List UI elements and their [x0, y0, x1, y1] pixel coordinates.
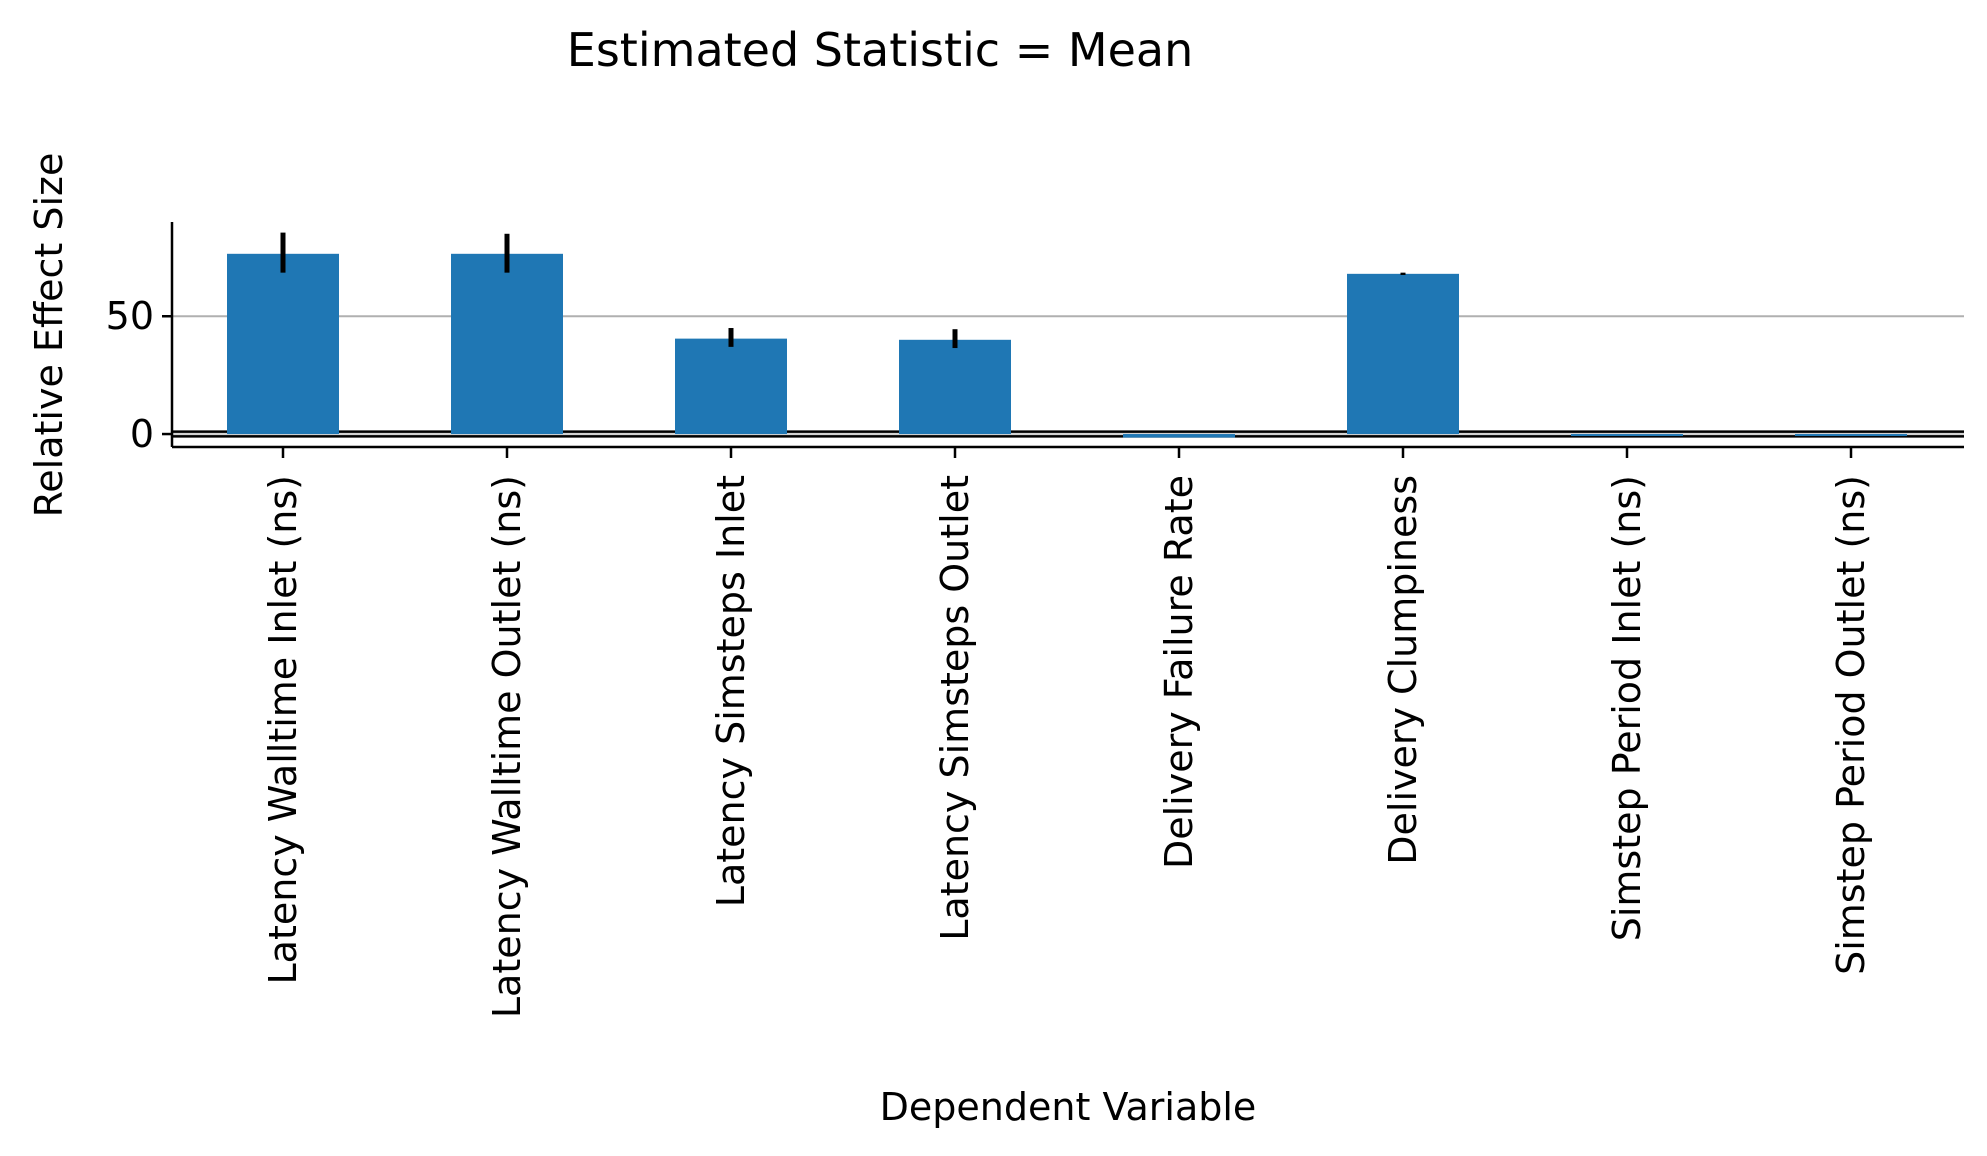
bar — [451, 253, 563, 435]
reference-band-layer — [172, 430, 1964, 438]
y-tick-label: 0 — [130, 412, 154, 456]
reference-band — [172, 431, 1964, 437]
x-tick-layer: Latency Walltime Inlet (ns) Latency Wallt… — [261, 447, 1873, 1018]
x-tick-label: Delivery Clumpiness — [1381, 475, 1425, 865]
x-tick-label: Delivery Failure Rate — [1157, 475, 1201, 869]
bar — [1571, 434, 1683, 437]
y-axis-label: Relative Effect Size — [27, 153, 71, 518]
y-tick-layer: 0 50 — [106, 294, 172, 456]
error-bar-layer — [280, 232, 1406, 349]
bar-layer — [227, 253, 1907, 438]
chart-title: Estimated Statistic = Mean — [567, 23, 1193, 77]
bar — [227, 253, 339, 435]
bar — [1795, 434, 1907, 437]
x-tick-label: Simstep Period Outlet (ns) — [1829, 475, 1873, 975]
bar — [1347, 273, 1459, 435]
x-tick-label: Latency Simsteps Inlet — [709, 475, 753, 907]
x-axis-label: Dependent Variable — [880, 1085, 1257, 1129]
bar — [1123, 434, 1235, 438]
bar — [899, 339, 1011, 435]
x-tick-label: Simstep Period Inlet (ns) — [1605, 475, 1649, 941]
bar — [675, 338, 787, 435]
axis-layer — [170, 222, 1964, 449]
x-tick-label: Latency Walltime Outlet (ns) — [485, 475, 529, 1018]
y-tick-label: 50 — [106, 294, 154, 338]
x-tick-label: Latency Simsteps Outlet — [933, 475, 977, 941]
x-tick-label: Latency Walltime Inlet (ns) — [261, 475, 305, 985]
